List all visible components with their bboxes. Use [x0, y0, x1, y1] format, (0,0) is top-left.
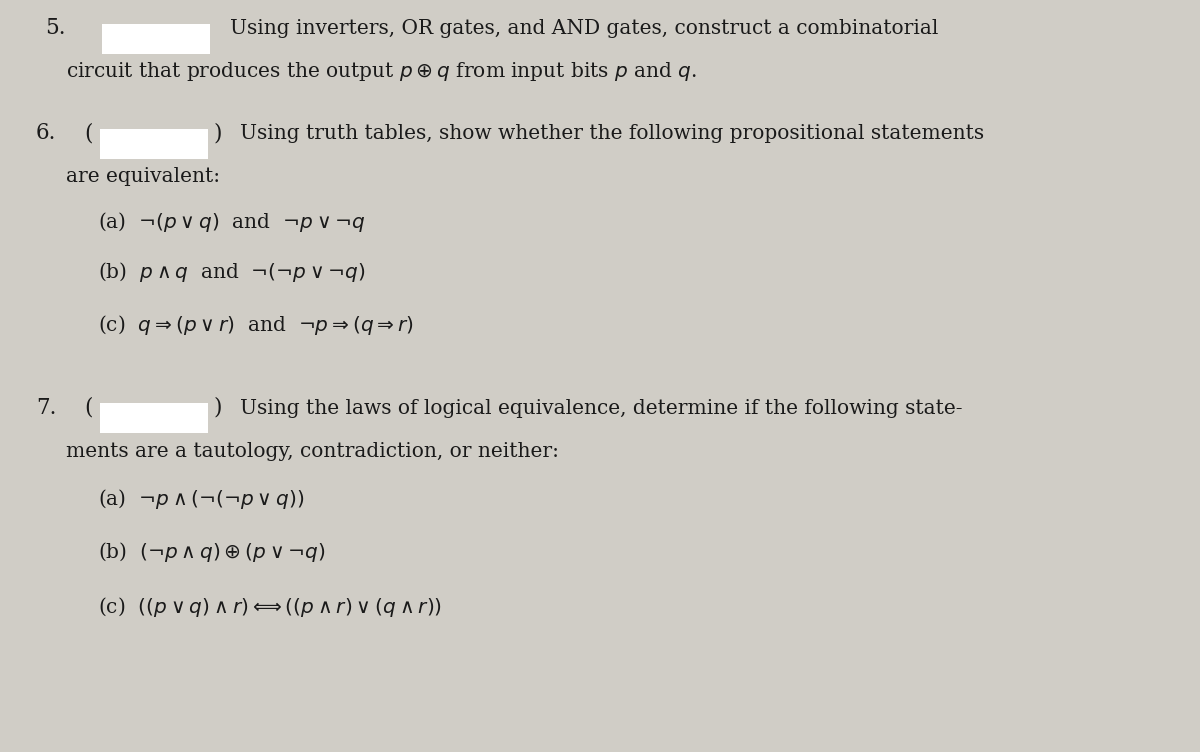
Text: Using truth tables, show whether the following propositional statements: Using truth tables, show whether the fol…	[240, 124, 984, 143]
Text: (c)  $((p \vee q) \wedge r) \Longleftrightarrow ((p \wedge r) \vee (q \wedge r)): (c) $((p \vee q) \wedge r) \Longleftrigh…	[98, 595, 443, 619]
Text: 7.: 7.	[36, 396, 56, 419]
FancyBboxPatch shape	[102, 24, 210, 54]
Text: (b)  $p \wedge q$  and  $\neg(\neg p \vee \neg q)$: (b) $p \wedge q$ and $\neg(\neg p \vee \…	[98, 260, 366, 284]
Text: Using the laws of logical equivalence, determine if the following state-: Using the laws of logical equivalence, d…	[240, 399, 962, 417]
Text: ments are a tautology, contradiction, or neither:: ments are a tautology, contradiction, or…	[66, 442, 559, 461]
Text: 5.: 5.	[46, 17, 66, 39]
Text: are equivalent:: are equivalent:	[66, 167, 220, 186]
FancyBboxPatch shape	[100, 403, 208, 433]
FancyBboxPatch shape	[100, 129, 208, 159]
Text: (: (	[84, 122, 92, 144]
Text: (a)  $\neg p \wedge (\neg(\neg p \vee q))$: (a) $\neg p \wedge (\neg(\neg p \vee q))…	[98, 487, 305, 511]
Text: circuit that produces the output $p \oplus q$ from input bits $p$ and $q$.: circuit that produces the output $p \opl…	[66, 60, 697, 83]
Text: ): )	[214, 122, 222, 144]
Text: (: (	[84, 396, 92, 419]
Text: (c)  $q \Rightarrow (p \vee r)$  and  $\neg p \Rightarrow (q \Rightarrow r)$: (c) $q \Rightarrow (p \vee r)$ and $\neg…	[98, 313, 414, 337]
Text: ): )	[214, 396, 222, 419]
Text: 6.: 6.	[36, 122, 56, 144]
Text: (b)  $(\neg p \wedge q) \oplus (p \vee \neg q)$: (b) $(\neg p \wedge q) \oplus (p \vee \n…	[98, 540, 326, 564]
Text: (a)  $\neg(p \vee q)$  and  $\neg p \vee \neg q$: (a) $\neg(p \vee q)$ and $\neg p \vee \n…	[98, 210, 366, 234]
Text: Using inverters, OR gates, and AND gates, construct a combinatorial: Using inverters, OR gates, and AND gates…	[230, 19, 938, 38]
